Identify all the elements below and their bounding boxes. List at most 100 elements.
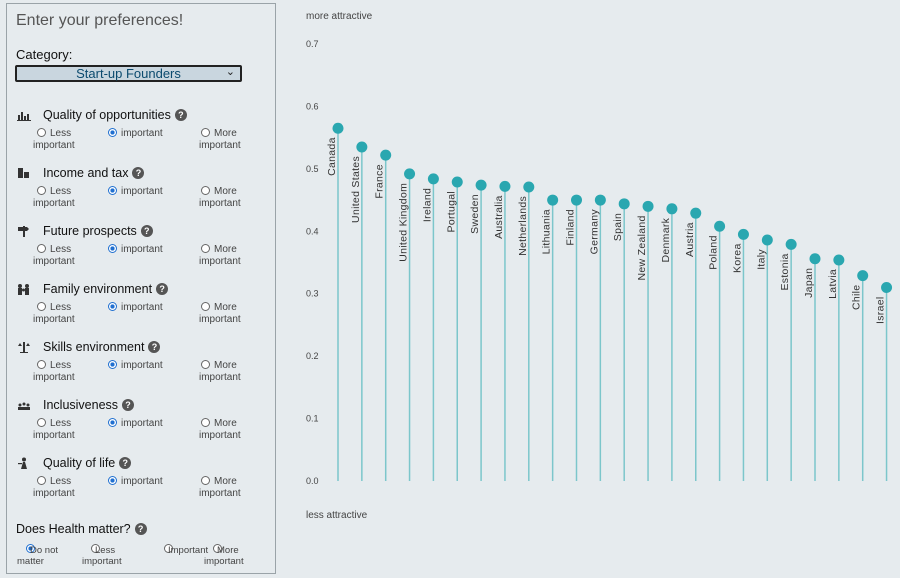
category-value: Start-up Founders bbox=[76, 66, 181, 81]
category-select[interactable]: Start-up Founders ⌄ bbox=[15, 65, 242, 82]
help-icon[interactable]: ? bbox=[119, 457, 132, 469]
y-tick-label: 0.6 bbox=[306, 101, 319, 111]
lollipop-point[interactable] bbox=[714, 220, 726, 232]
help-icon[interactable]: ? bbox=[148, 341, 161, 353]
health-question: Does Health matter?? bbox=[16, 522, 147, 536]
radio-button[interactable] bbox=[213, 544, 222, 553]
country-label: Italy bbox=[755, 249, 767, 270]
option-label: important bbox=[121, 476, 163, 487]
lollipop-point[interactable] bbox=[809, 253, 821, 265]
country-label: Germany bbox=[588, 209, 600, 255]
preferences-panel: Enter your preferences! Category: Start-… bbox=[6, 3, 276, 574]
lollipop-point[interactable] bbox=[618, 198, 630, 210]
lollipop-point[interactable] bbox=[666, 203, 678, 215]
radio-button[interactable] bbox=[37, 418, 46, 427]
option-label: Less important bbox=[33, 244, 75, 267]
lollipop-point[interactable] bbox=[332, 122, 344, 134]
country-label: Korea bbox=[731, 243, 743, 273]
lollipop-point[interactable] bbox=[785, 238, 797, 250]
lollipop-point[interactable] bbox=[380, 149, 392, 161]
chart-icon bbox=[17, 108, 31, 121]
radio-button[interactable] bbox=[201, 186, 210, 195]
preference-row: Skills environment? Less important importa… bbox=[7, 338, 275, 396]
radio-button[interactable] bbox=[37, 186, 46, 195]
country-label: Lithuania bbox=[541, 209, 553, 254]
radio-button[interactable] bbox=[108, 128, 117, 137]
family-icon bbox=[17, 282, 31, 295]
country-label: France bbox=[374, 164, 386, 198]
country-label: Israel bbox=[875, 296, 887, 323]
help-icon[interactable]: ? bbox=[132, 167, 145, 179]
lollipop-point[interactable] bbox=[547, 194, 559, 206]
help-icon[interactable]: ? bbox=[140, 225, 153, 237]
preference-label: Quality of life bbox=[43, 456, 116, 470]
lollipop-point[interactable] bbox=[690, 207, 702, 219]
radio-button[interactable] bbox=[108, 476, 117, 485]
lollipop-point[interactable] bbox=[523, 181, 535, 193]
lollipop-point[interactable] bbox=[642, 200, 654, 212]
lollipop-point[interactable] bbox=[499, 180, 511, 192]
panel-title: Enter your preferences! bbox=[16, 12, 184, 29]
lollipop-point[interactable] bbox=[571, 194, 582, 206]
help-icon[interactable]: ? bbox=[156, 283, 169, 295]
radio-button[interactable] bbox=[108, 360, 117, 369]
preference-name: Family environment? bbox=[43, 282, 169, 296]
lollipop-point[interactable] bbox=[833, 254, 845, 266]
lollipop-point[interactable] bbox=[737, 228, 749, 240]
lollipop-point[interactable] bbox=[475, 179, 487, 191]
health-question-label: Does Health matter? bbox=[16, 522, 131, 536]
radio-button[interactable] bbox=[91, 544, 100, 553]
radio-button[interactable] bbox=[201, 418, 210, 427]
preference-label: Income and tax bbox=[43, 166, 129, 180]
y-tick-label: 0.4 bbox=[306, 226, 319, 236]
radio-button[interactable] bbox=[201, 360, 210, 369]
radio-button[interactable] bbox=[37, 360, 46, 369]
preference-row: Quality of opportunities? Less important i… bbox=[7, 106, 275, 164]
radio-button[interactable] bbox=[37, 476, 46, 485]
lollipop-point[interactable] bbox=[427, 173, 439, 185]
country-label: Canada bbox=[326, 137, 338, 176]
y-tick-label: 0.2 bbox=[306, 351, 319, 361]
radio-button[interactable] bbox=[108, 186, 117, 195]
lollipop-point[interactable] bbox=[451, 176, 463, 188]
radio-button[interactable] bbox=[201, 244, 210, 253]
radio-button[interactable] bbox=[37, 302, 46, 311]
lollipop-point[interactable] bbox=[404, 168, 416, 180]
lollipop-point[interactable] bbox=[761, 234, 773, 246]
radio-button[interactable] bbox=[108, 302, 117, 311]
y-tick-label: 0.5 bbox=[306, 164, 319, 174]
option-label: More important bbox=[199, 302, 241, 325]
option-label: important bbox=[121, 360, 163, 371]
lollipop-point[interactable] bbox=[881, 281, 893, 293]
radio-button[interactable] bbox=[26, 544, 35, 553]
radio-button[interactable] bbox=[37, 128, 46, 137]
radio-button[interactable] bbox=[201, 302, 210, 311]
option-label: Less important bbox=[33, 128, 75, 151]
option-label: important bbox=[121, 302, 163, 313]
preference-label: Inclusiveness bbox=[43, 398, 119, 412]
lollipop-point[interactable] bbox=[857, 270, 869, 282]
preference-name: Skills environment? bbox=[43, 340, 161, 354]
preference-row: Quality of life? Less important important M… bbox=[7, 454, 275, 512]
money-icon bbox=[17, 166, 31, 178]
help-icon[interactable]: ? bbox=[174, 109, 187, 121]
lollipop-point[interactable] bbox=[594, 194, 606, 206]
radio-button[interactable] bbox=[201, 476, 210, 485]
country-label: United States bbox=[350, 156, 362, 223]
radio-button[interactable] bbox=[108, 418, 117, 427]
radio-button[interactable] bbox=[201, 128, 210, 137]
help-icon[interactable]: ? bbox=[122, 399, 135, 411]
health-option-label: Important bbox=[168, 545, 209, 556]
chevron-down-icon: ⌄ bbox=[225, 66, 235, 78]
radio-button[interactable] bbox=[164, 544, 173, 553]
lollipop-point[interactable] bbox=[356, 141, 368, 153]
option-label: More important bbox=[199, 360, 241, 383]
option-label: Less important bbox=[33, 186, 75, 209]
radio-button[interactable] bbox=[37, 244, 46, 253]
preference-name: Future prospects? bbox=[43, 224, 153, 238]
option-label: Less important bbox=[33, 302, 75, 325]
preference-name: Inclusiveness? bbox=[43, 398, 135, 412]
help-icon[interactable]: ? bbox=[134, 523, 147, 535]
health-option-label: Less important bbox=[82, 545, 122, 567]
radio-button[interactable] bbox=[108, 244, 117, 253]
